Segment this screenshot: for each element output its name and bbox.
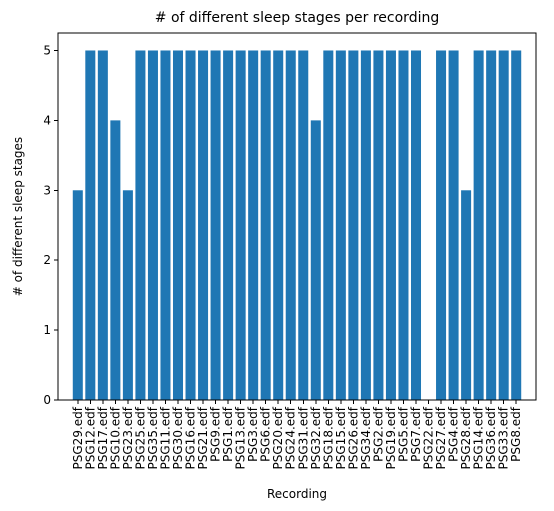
x-tick-label: PSG17.edf [96,406,110,469]
bar-psg13 [235,50,246,400]
x-tick-label: PSG29.edf [71,406,85,469]
y-tick-label: 0 [43,393,51,407]
bar-psg34 [360,50,371,400]
x-tick-label: PSG8.edf [509,406,523,462]
y-tick-label: 3 [43,183,51,197]
y-tick-label: 4 [43,113,51,127]
bars-group [72,50,522,400]
bar-psg11 [160,50,171,400]
x-tick-label: PSG3.edf [246,406,260,462]
bar-psg12 [85,50,96,400]
x-tick-label: PSG2.edf [371,406,385,462]
x-tick-label: PSG31.edf [296,406,310,469]
y-axis: 0 1 2 3 4 5 [43,43,58,407]
x-tick-label: PSG22.edf [422,406,436,469]
bar-psg30 [172,50,184,400]
bar-psg27 [436,50,447,400]
bar-psg20 [273,50,284,400]
bar-psg26 [348,50,359,400]
y-tick-label: 2 [43,253,51,267]
bar-psg17 [97,50,108,400]
bar-psg24 [285,50,296,400]
bar-psg9 [210,50,221,400]
x-tick-label: PSG36.edf [484,406,498,469]
bar-psg18 [323,50,334,400]
bar-psg15 [335,50,346,400]
x-tick-label: PSG9.edf [209,406,223,462]
x-tick-label: PSG12.edf [83,406,97,469]
bar-psg2 [373,50,384,400]
y-axis-label: # of different sleep stages [11,137,25,296]
x-axis-label: Recording [267,487,327,501]
bar-psg21 [198,50,209,400]
bar-psg7 [410,50,422,400]
x-tick-label: PSG11.edf [158,406,172,469]
x-tick-label: PSG34.edf [359,406,373,469]
x-tick-label: PSG25.edf [133,406,147,469]
x-tick-label: PSG5.edf [396,406,410,462]
bar-psg23 [122,190,133,400]
x-tick-label: PSG32.edf [309,406,323,469]
bar-psg5 [398,50,409,400]
x-tick-label: PSG33.edf [497,406,511,469]
bar-psg4 [448,50,459,400]
bar-psg28 [461,190,472,400]
bar-psg10 [110,120,121,400]
bar-psg33 [498,50,509,400]
x-tick-label: PSG7.edf [409,406,423,462]
x-tick-label: PSG26.edf [346,406,360,469]
x-tick-label: PSG27.edf [434,406,448,469]
x-tick-label: PSG18.edf [321,406,335,469]
y-tick-label: 5 [43,43,51,57]
x-axis: PSG29.edfPSG12.edfPSG17.edfPSG10.edfPSG2… [71,400,523,469]
y-tick-label: 1 [43,323,51,337]
x-tick-label: PSG24.edf [284,406,298,469]
bar-psg32 [310,120,321,400]
x-tick-label: PSG28.edf [459,406,473,469]
bar-psg8 [511,50,522,400]
x-tick-label: PSG19.edf [384,406,398,469]
x-tick-label: PSG4.edf [447,406,461,462]
bar-psg16 [185,50,196,400]
bar-psg36 [486,50,497,400]
bar-psg1 [223,50,234,400]
x-tick-label: PSG15.edf [334,406,348,469]
x-tick-label: PSG14.edf [472,406,486,469]
bar-psg25 [135,50,146,400]
x-tick-label: PSG10.edf [108,406,122,469]
x-tick-label: PSG30.edf [171,406,185,469]
bar-psg14 [473,50,484,400]
x-tick-label: PSG13.edf [234,406,248,469]
x-tick-label: PSG16.edf [184,406,198,469]
x-tick-label: PSG1.edf [221,406,235,462]
bar-psg6 [260,50,271,400]
bar-psg29 [72,190,83,400]
bar-psg19 [385,50,396,400]
chart-title: # of different sleep stages per recordin… [155,10,439,26]
plot-frame [57,32,537,401]
x-tick-label: PSG20.edf [271,406,285,469]
bar-psg3 [248,50,259,400]
bar-psg35 [147,50,158,400]
x-tick-label: PSG23.edf [121,406,135,469]
bar-psg31 [298,50,309,400]
x-tick-label: PSG35.edf [146,406,160,469]
x-tick-label: PSG6.edf [259,406,273,462]
x-tick-label: PSG21.edf [196,406,210,469]
